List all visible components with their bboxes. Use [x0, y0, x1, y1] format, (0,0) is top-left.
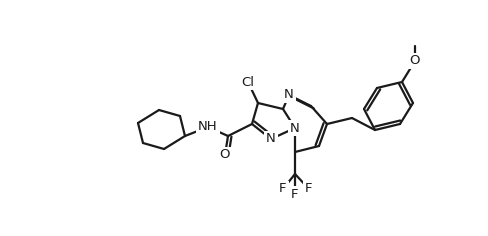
Text: N: N [284, 88, 294, 101]
Text: F: F [279, 182, 287, 195]
Text: F: F [305, 182, 313, 195]
Text: NH: NH [198, 121, 218, 134]
Text: F: F [291, 187, 299, 201]
Text: O: O [410, 55, 420, 67]
Text: Cl: Cl [242, 76, 255, 88]
Text: N: N [266, 132, 276, 146]
Text: N: N [290, 122, 300, 135]
Text: O: O [220, 148, 230, 161]
